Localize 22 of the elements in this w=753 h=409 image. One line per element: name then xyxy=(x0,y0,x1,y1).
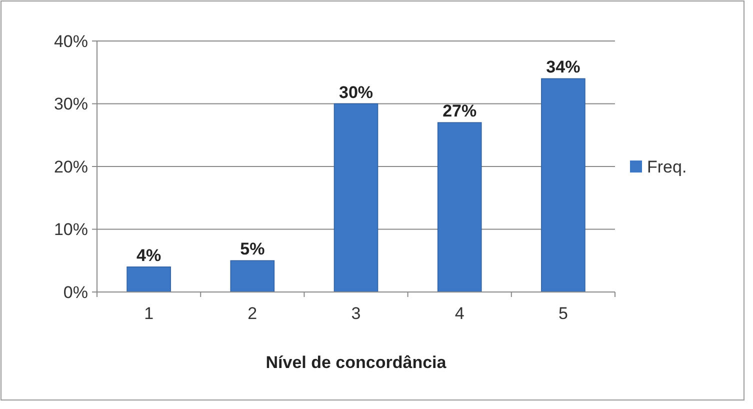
x-tick-label: 4 xyxy=(454,304,464,323)
bar xyxy=(334,103,378,292)
data-label: 34% xyxy=(546,58,580,77)
bar xyxy=(541,78,586,292)
legend-label: Freq. xyxy=(647,157,687,176)
data-label: 27% xyxy=(442,102,477,121)
y-tick-label: 40% xyxy=(54,32,88,51)
y-tick-label: 10% xyxy=(54,220,88,240)
x-tick-label: 2 xyxy=(248,304,258,323)
x-tick-label: 5 xyxy=(558,304,568,323)
data-label: 30% xyxy=(338,82,374,102)
bar xyxy=(126,266,171,292)
bar xyxy=(437,122,482,292)
y-tick-label: 20% xyxy=(54,157,88,176)
y-tick-label: 30% xyxy=(54,94,88,114)
y-tick-label: 0% xyxy=(63,282,88,302)
data-label: 5% xyxy=(240,240,265,259)
data-label: 4% xyxy=(136,246,162,265)
x-tick-label: 1 xyxy=(144,304,154,323)
x-tick-label: 3 xyxy=(351,304,361,323)
x-axis-title: Nível de concordância xyxy=(266,353,447,372)
bar xyxy=(230,260,275,292)
